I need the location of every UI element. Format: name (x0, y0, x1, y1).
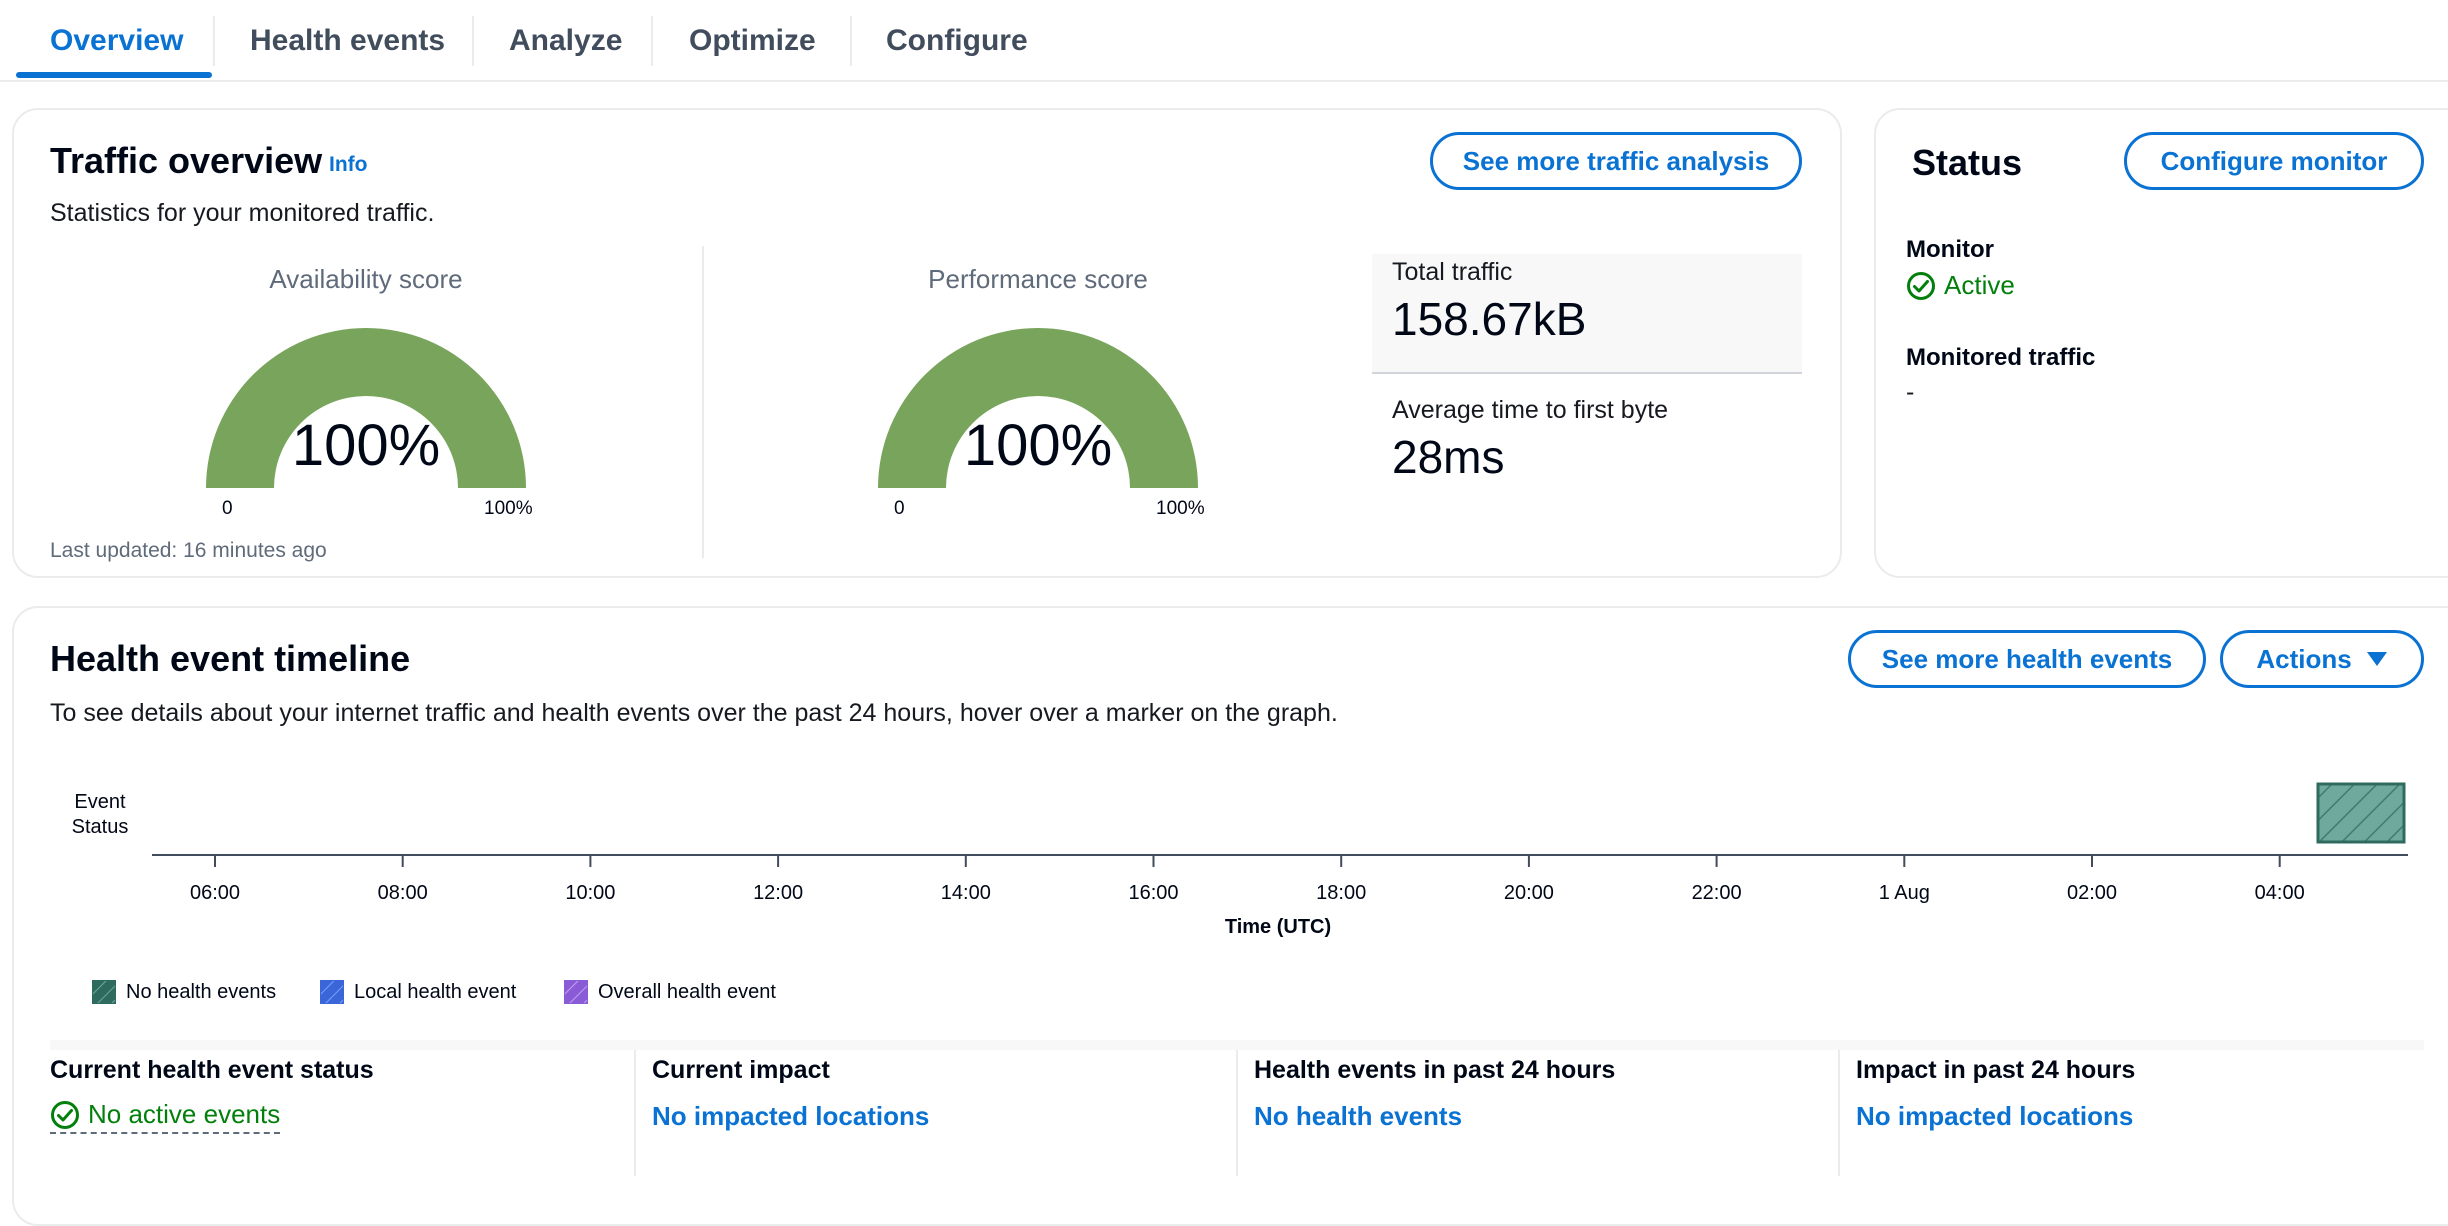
y-axis-label-line2: Status (71, 816, 129, 838)
availability-min-label: 0 (222, 498, 233, 519)
tab-analyze[interactable]: Analyze (509, 24, 623, 57)
timeline-description: To see details about your internet traff… (50, 699, 1338, 727)
legend-swatch (564, 980, 588, 1004)
stats-divider (1372, 372, 1802, 374)
tab-divider (213, 16, 215, 66)
ttfb-label: Average time to first byte (1392, 396, 1669, 424)
info-link[interactable]: Info (329, 153, 368, 176)
y-axis-label-line1: Event (74, 791, 126, 813)
x-axis-tick-label: 20:00 (1503, 882, 1554, 904)
x-axis-tick-label: 16:00 (1128, 882, 1179, 904)
x-axis-tick-label: 12:00 (753, 882, 804, 904)
tab-divider (651, 16, 653, 66)
x-axis-tick-label: 18:00 (1316, 882, 1367, 904)
no-impacted-locations-24h-link[interactable]: No impacted locations (1856, 1101, 2134, 1131)
caret-down-icon (2366, 652, 2387, 666)
no-health-events-link[interactable]: No health events (1254, 1101, 1463, 1131)
legend-no-health-events: No health events (92, 980, 276, 1004)
performance-score-value: 100% (963, 413, 1113, 478)
legend-label: No health events (126, 980, 277, 1003)
monitor-label: Monitor (1906, 236, 1994, 263)
availability-gauge-arc (206, 328, 526, 488)
summary-label: Health events in past 24 hours (1254, 1056, 1616, 1084)
check-circle-icon (1907, 271, 1935, 300)
tab-configure[interactable]: Configure (886, 24, 1028, 57)
traffic-overview-description: Statistics for your monitored traffic. (50, 199, 435, 227)
tab-divider (850, 16, 852, 66)
x-axis-tick-label: 1 Aug (1878, 882, 1930, 904)
availability-max-label: 100% (484, 498, 533, 519)
performance-max-label: 100% (1156, 498, 1205, 519)
timeline-chart (152, 782, 2408, 867)
ttfb-value: 28ms (1392, 431, 1505, 483)
availability-gauge (206, 328, 526, 488)
legend-label: Overall health event (598, 980, 776, 1003)
tab-health-events[interactable]: Health events (250, 24, 446, 57)
x-axis-tick-label: 02:00 (2066, 882, 2118, 904)
configure-monitor-button[interactable]: Configure monitor (2124, 132, 2424, 190)
summary-current-status: Current health event status No active ev… (50, 1056, 374, 1176)
legend-label: Local health event (354, 980, 517, 1003)
summary-divider (1838, 1050, 1840, 1176)
legend-swatch (320, 980, 344, 1004)
active-tab-indicator (16, 72, 212, 78)
summary-health-events-24h: Health events in past 24 hours No health… (1254, 1056, 1615, 1176)
summary-current-impact: Current impact No impacted locations (652, 1056, 929, 1176)
legend-swatch (92, 980, 116, 1004)
x-axis-tick-label: 10:00 (565, 882, 616, 904)
no-active-events-status[interactable]: No active events (50, 1099, 281, 1134)
x-axis-tick-label: 06:00 (189, 882, 241, 904)
check-circle-icon (51, 1100, 79, 1129)
actions-dropdown-button[interactable]: Actions (2220, 630, 2424, 688)
health-event-timeline-card (12, 606, 2448, 1226)
see-more-traffic-analysis-button[interactable]: See more traffic analysis (1430, 132, 1802, 190)
no-impacted-locations-link[interactable]: No impacted locations (652, 1101, 930, 1131)
performance-min-label: 0 (894, 498, 905, 519)
availability-score-value: 100% (291, 413, 441, 478)
x-axis-tick-label: 04:00 (2254, 882, 2305, 904)
monitored-traffic-label: Monitored traffic (1906, 344, 2096, 371)
last-updated-text: Last updated: 16 minutes ago (50, 539, 327, 562)
summary-label: Impact in past 24 hours (1856, 1056, 2136, 1084)
actions-label: Actions (2256, 643, 2352, 674)
summary-divider (1236, 1050, 1238, 1176)
monitored-traffic-value: - (1906, 378, 1915, 406)
legend-overall-health-event: Overall health event (564, 980, 776, 1004)
summary-label: Current health event status (50, 1056, 374, 1084)
total-traffic-label: Total traffic (1392, 258, 1513, 286)
x-axis-tick-label: 22:00 (1691, 882, 1742, 904)
performance-gauge-arc (878, 328, 1198, 488)
summary-divider (634, 1050, 636, 1176)
summary-value: No active events (88, 1099, 281, 1129)
summary-label: Current impact (652, 1056, 830, 1084)
legend-local-health-event: Local health event (320, 980, 516, 1004)
performance-gauge (878, 328, 1198, 488)
status-title: Status (1912, 142, 2023, 183)
y-axis-label: Event Status (40, 790, 160, 840)
traffic-overview-title: Traffic overview (50, 140, 323, 181)
availability-score-title: Availability score (269, 264, 463, 294)
gauge-divider (702, 246, 704, 558)
timeline-title: Health event timeline (50, 638, 411, 679)
tab-divider (472, 16, 474, 66)
tab-overview[interactable]: Overview (50, 24, 184, 57)
tab-bar: Overview Health events Analyze Optimize … (0, 0, 2448, 82)
performance-score-title: Performance score (928, 264, 1148, 294)
summary-header-band (50, 1040, 2424, 1050)
tab-optimize[interactable]: Optimize (689, 24, 816, 57)
no-health-event-marker[interactable] (2316, 782, 2406, 844)
x-axis-label: Time (UTC) (1224, 916, 1332, 938)
total-traffic-panel (1372, 254, 1802, 372)
x-axis-tick-label: 14:00 (940, 882, 991, 904)
see-more-health-events-button[interactable]: See more health events (1848, 630, 2206, 688)
total-traffic-value: 158.67kB (1392, 293, 1587, 345)
summary-impact-24h: Impact in past 24 hours No impacted loca… (1856, 1056, 2135, 1176)
monitor-status-text: Active (1944, 270, 2015, 300)
x-axis-tick-label: 08:00 (377, 882, 428, 904)
monitor-status: Active (1906, 270, 2015, 301)
